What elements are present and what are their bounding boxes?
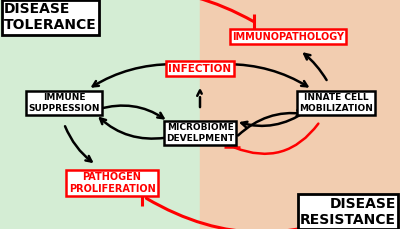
Text: PATHOGEN
PROLIFERATION: PATHOGEN PROLIFERATION xyxy=(69,172,155,194)
Text: INFECTION: INFECTION xyxy=(168,64,232,74)
FancyArrowPatch shape xyxy=(22,0,254,26)
Bar xyxy=(0,0,200,229)
Text: IMMUNOPATHOLOGY: IMMUNOPATHOLOGY xyxy=(232,32,344,42)
Text: DISEASE
RESISTANCE: DISEASE RESISTANCE xyxy=(300,196,396,227)
FancyArrowPatch shape xyxy=(234,124,318,154)
Text: INNATE CELL
MOBILIZATION: INNATE CELL MOBILIZATION xyxy=(299,93,373,113)
Bar xyxy=(200,0,400,229)
Text: DISEASE
TOLERANCE: DISEASE TOLERANCE xyxy=(4,2,97,33)
Text: MICROBIOME
DEVELPMENT: MICROBIOME DEVELPMENT xyxy=(166,123,234,142)
FancyArrowPatch shape xyxy=(146,198,378,229)
Text: IMMUNE
SUPPRESSION: IMMUNE SUPPRESSION xyxy=(28,93,100,113)
